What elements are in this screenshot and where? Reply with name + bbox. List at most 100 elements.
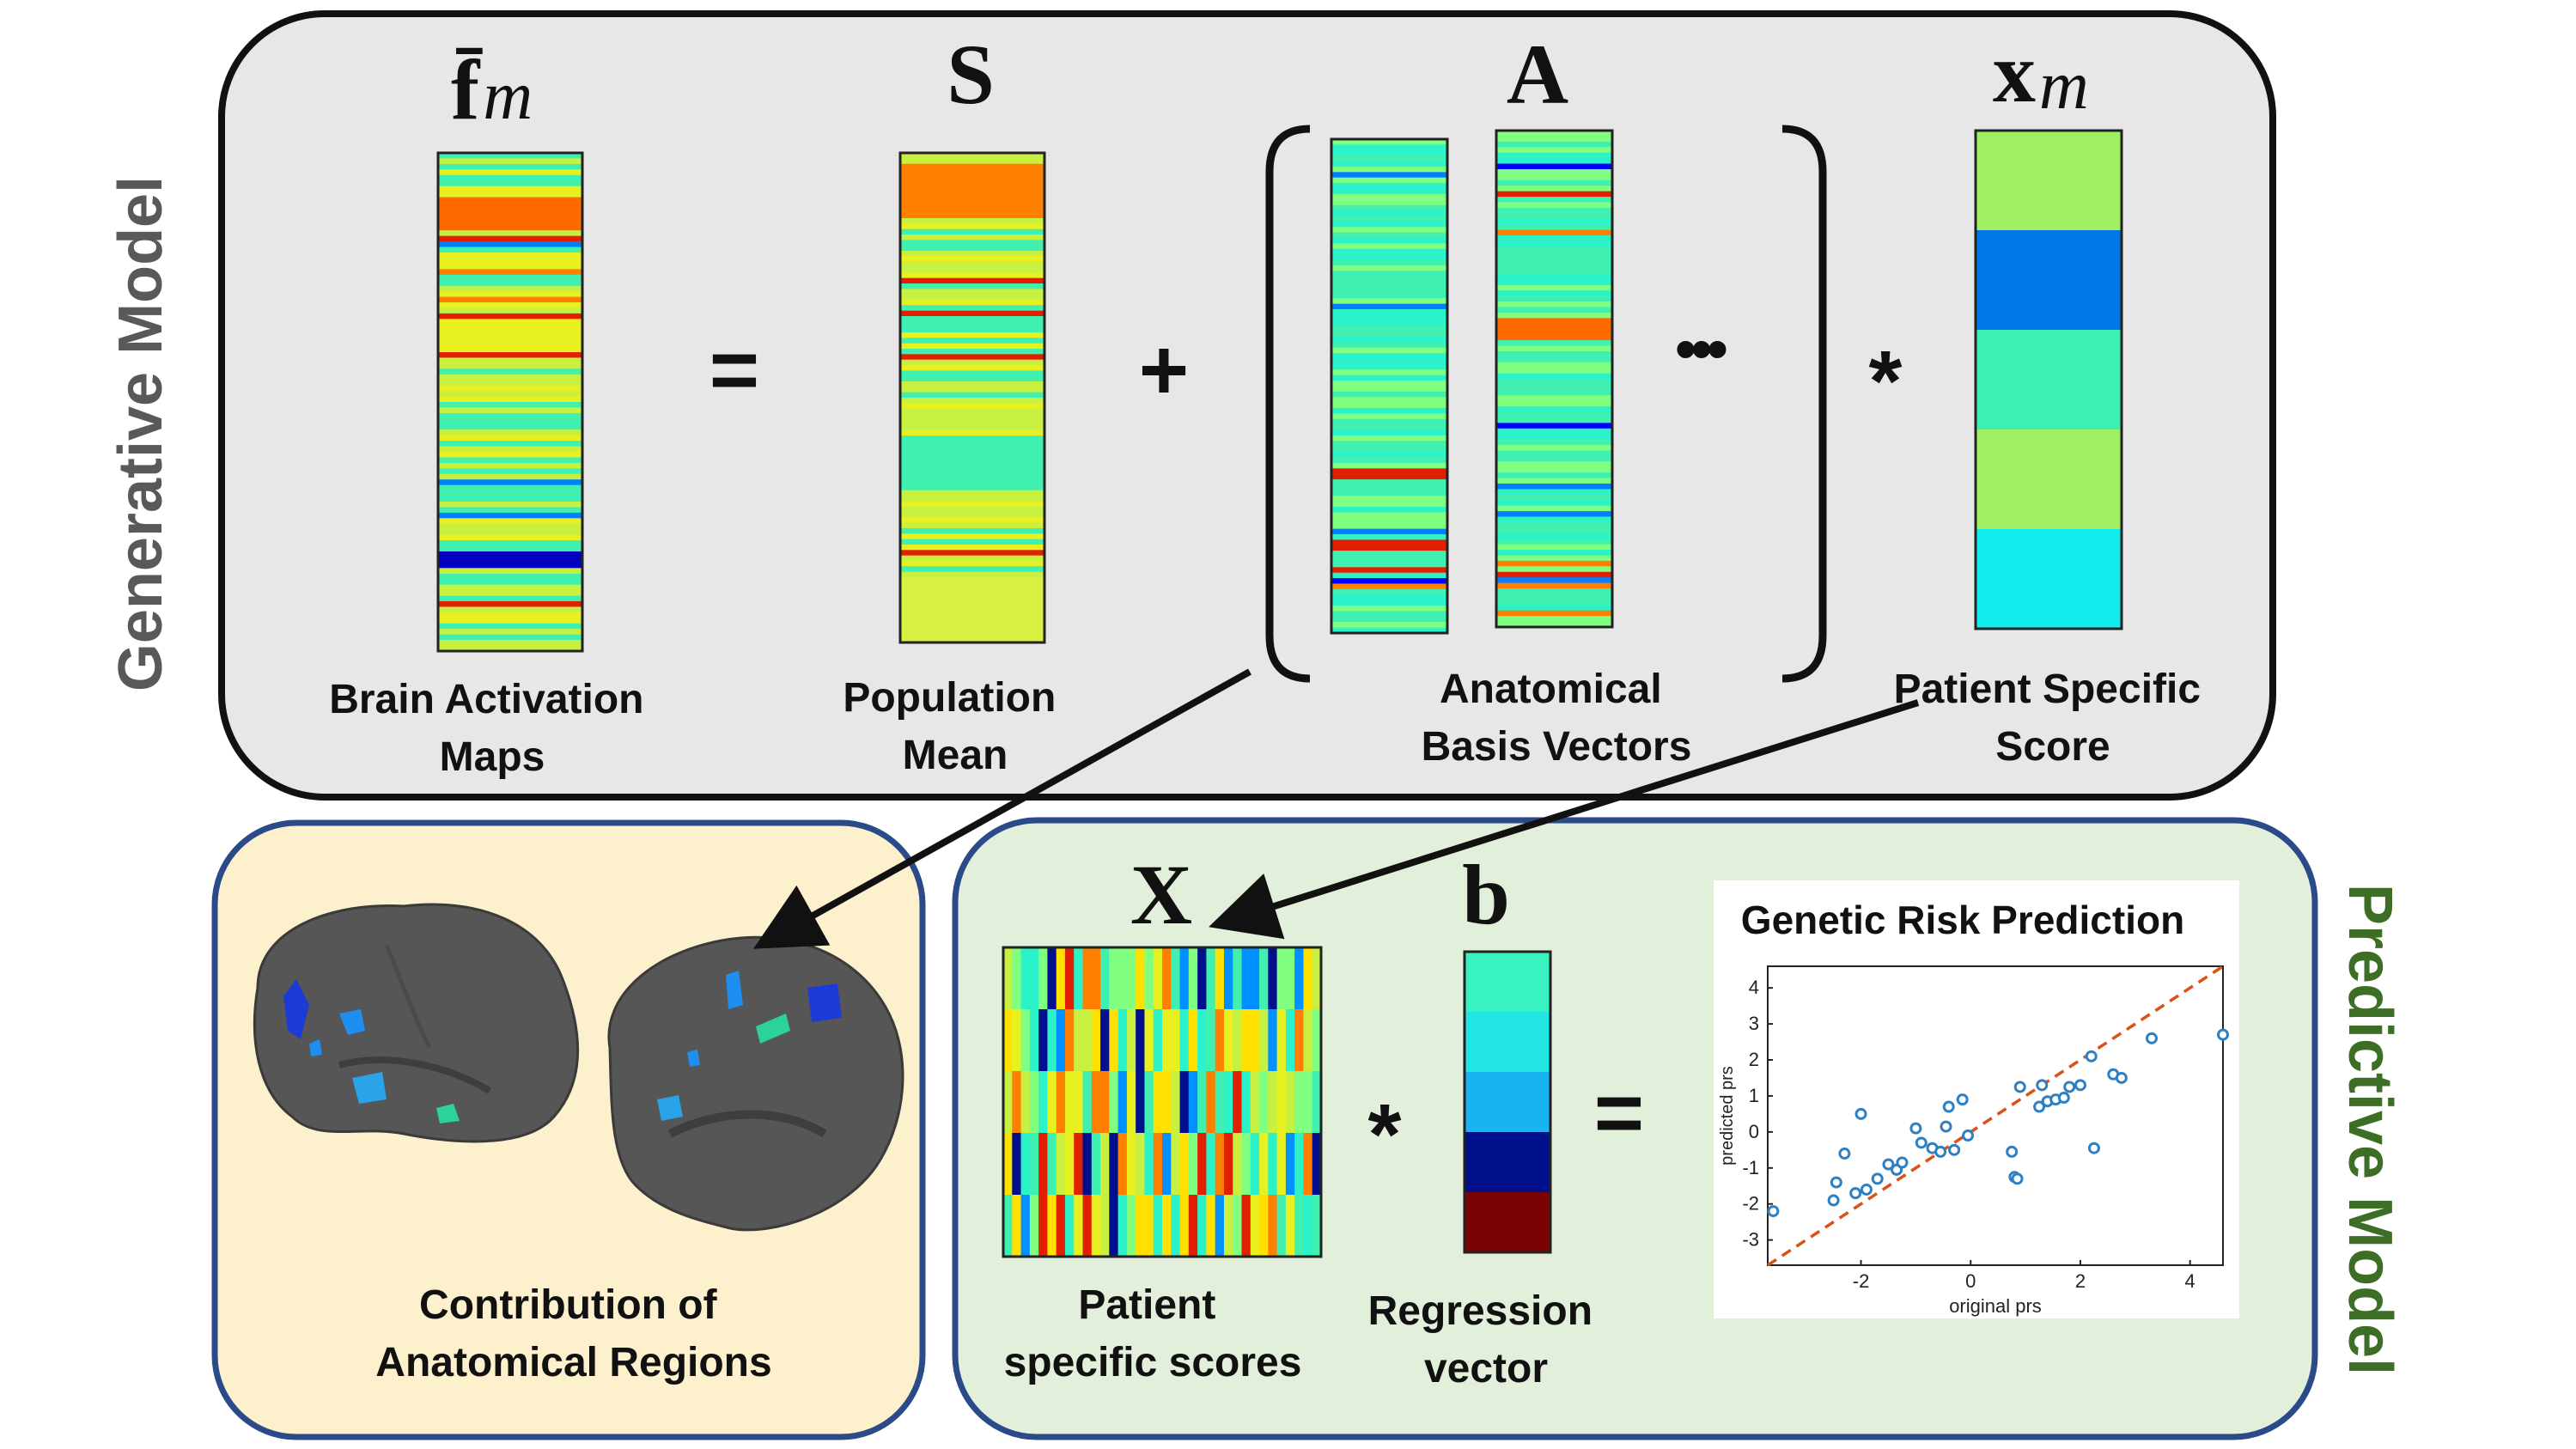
scatter-point bbox=[2087, 1142, 2100, 1154]
matrix-cell bbox=[1276, 947, 1287, 1010]
brain-activation-stripe bbox=[438, 346, 582, 353]
population-mean-stripe bbox=[900, 517, 1044, 524]
brain-activation-stripe bbox=[438, 330, 582, 337]
basis-vector-2-stripe bbox=[1496, 174, 1612, 181]
genetic-risk-chart: Genetic Risk Prediction -2 0 2 4 4 3 2 1 0 -1 -2 -3… bbox=[1714, 880, 2239, 1318]
y-tick-label: 2 bbox=[1749, 1049, 1759, 1070]
scatter-point bbox=[1849, 1187, 1862, 1200]
x-tick-label: 4 bbox=[2185, 1270, 2195, 1292]
population-mean-stripe bbox=[900, 294, 1044, 301]
matrix-cell bbox=[1029, 1133, 1039, 1196]
matrix-cell bbox=[1171, 1195, 1181, 1257]
population-mean-stripe bbox=[900, 207, 1044, 214]
population-mean-stripe bbox=[900, 261, 1044, 268]
matrix-cell bbox=[1197, 1195, 1207, 1257]
scatter-point bbox=[2033, 1100, 2046, 1113]
basis-vector-1-stripe bbox=[1331, 298, 1447, 305]
brain-activation-stripe bbox=[438, 396, 582, 403]
matrix-cell bbox=[1171, 947, 1181, 1010]
brain-activation-stripe bbox=[438, 186, 582, 192]
scatter-point bbox=[1956, 1093, 1969, 1106]
basis-vector-1-stripe bbox=[1331, 512, 1447, 519]
matrix-cell bbox=[1188, 1009, 1198, 1072]
matrix-cell bbox=[1294, 947, 1304, 1010]
matrix-cell bbox=[1268, 1133, 1278, 1196]
matrix-cell bbox=[1153, 1195, 1163, 1257]
matrix-cell bbox=[1047, 1071, 1057, 1134]
matrix-cell bbox=[1197, 1071, 1207, 1134]
star-operator: * bbox=[1869, 333, 1903, 429]
matrix-cell bbox=[1117, 1133, 1128, 1196]
brain-activation-stripe bbox=[438, 435, 582, 441]
basis-vector-1-border bbox=[1330, 137, 1449, 635]
basis-vector-2-stripe bbox=[1496, 616, 1612, 623]
basis-vector-2-stripe bbox=[1496, 295, 1612, 302]
basis-vector-1-stripe bbox=[1331, 386, 1447, 393]
basis-vector-1-heatmap bbox=[1330, 137, 1449, 635]
population-mean-stripe bbox=[900, 228, 1044, 235]
matrix-cell bbox=[1082, 1133, 1093, 1196]
matrix-cell bbox=[1064, 1009, 1075, 1072]
population-mean-stripe bbox=[900, 566, 1044, 573]
basis-vector-2-stripe bbox=[1496, 439, 1612, 446]
basis-vector-1-stripe bbox=[1331, 397, 1447, 404]
score-cell bbox=[1976, 330, 2122, 430]
population-mean-stripe bbox=[900, 468, 1044, 475]
basis-vector-2-stripe bbox=[1496, 406, 1612, 413]
matrix-cell bbox=[1268, 1195, 1278, 1257]
matrix-cell bbox=[1223, 1071, 1233, 1134]
brain-activation-stripe bbox=[438, 590, 582, 597]
matrix-cell bbox=[1064, 1133, 1075, 1196]
population-mean-stripe bbox=[900, 305, 1044, 312]
basis-vector-2-stripe bbox=[1496, 368, 1612, 374]
scatter-point bbox=[1940, 1120, 1952, 1133]
matrix-cell bbox=[1223, 1009, 1233, 1072]
matrix-cell bbox=[1126, 1009, 1136, 1072]
brain-activation-stripe bbox=[438, 324, 582, 331]
matrix-cell bbox=[1056, 1009, 1066, 1072]
matrix-cell bbox=[1259, 1071, 1269, 1134]
predictive-side-label: Predictive Model bbox=[2335, 884, 2404, 1375]
population-mean-stripe bbox=[900, 626, 1044, 632]
matrix-cell bbox=[1038, 1071, 1048, 1134]
matrix-cell bbox=[1136, 1071, 1145, 1134]
basis-vector-1-stripe bbox=[1331, 473, 1447, 480]
matrix-cell bbox=[1153, 947, 1163, 1010]
basis-vector-2-stripe bbox=[1496, 379, 1612, 386]
scatter-point bbox=[2085, 1050, 2098, 1062]
matrix-cell bbox=[1215, 1195, 1225, 1257]
population-mean-stripe bbox=[900, 435, 1044, 442]
basis-vector-1-stripe bbox=[1331, 287, 1447, 294]
population-mean-stripe bbox=[900, 631, 1044, 638]
scatter-point bbox=[1830, 1176, 1842, 1189]
basis-vector-1-stripe bbox=[1331, 567, 1447, 574]
scatter-point bbox=[2217, 1028, 2229, 1041]
basis-vector-2-stripe bbox=[1496, 527, 1612, 534]
scatter-point bbox=[1871, 1172, 1884, 1185]
matrix-cell bbox=[1012, 1133, 1022, 1196]
scatter-point bbox=[1860, 1183, 1873, 1196]
chart-xlabel: original prs bbox=[1949, 1295, 2042, 1317]
population-mean-stripe bbox=[900, 234, 1044, 240]
label-brain-activation: Brain Activation Maps bbox=[329, 677, 655, 780]
brain-activation-stripe bbox=[438, 368, 582, 375]
brain-activation-stripe bbox=[438, 441, 582, 447]
population-mean-stripe bbox=[900, 398, 1044, 404]
basis-vector-1-stripe bbox=[1331, 418, 1447, 425]
population-mean-stripe bbox=[900, 223, 1044, 230]
basis-vector-2-stripe bbox=[1496, 400, 1612, 407]
population-mean-stripe bbox=[900, 463, 1044, 469]
matrix-cell bbox=[1100, 1133, 1110, 1196]
basis-vector-2-stripe bbox=[1496, 455, 1612, 462]
matrix-cell bbox=[1100, 1009, 1110, 1072]
matrix-cell bbox=[1056, 1071, 1066, 1134]
matrix-cell bbox=[1206, 947, 1216, 1010]
matrix-cell bbox=[1171, 1009, 1181, 1072]
matrix-cell bbox=[1241, 947, 1251, 1010]
brain-medial-view bbox=[607, 935, 904, 1232]
matrix-cell bbox=[1259, 1195, 1269, 1257]
basis-vector-1-stripe bbox=[1331, 342, 1447, 349]
basis-vector-1-stripe bbox=[1331, 435, 1447, 441]
basis-vector-1-stripe bbox=[1331, 248, 1447, 255]
brain-activation-stripe bbox=[438, 241, 582, 248]
